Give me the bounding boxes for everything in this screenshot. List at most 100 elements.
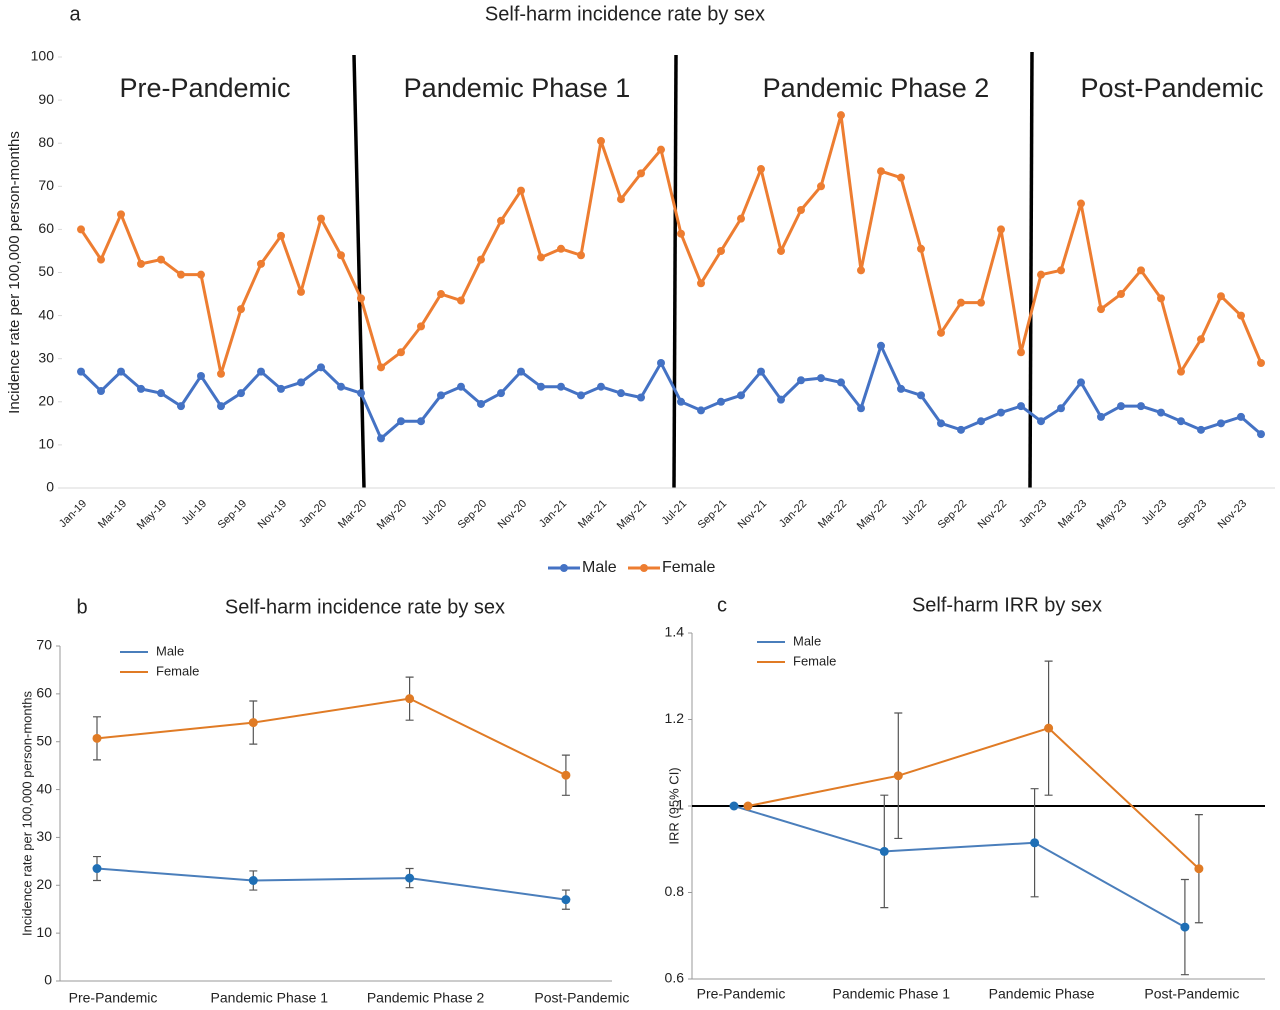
data-point [405,694,415,704]
data-point [997,408,1005,417]
data-point [117,367,125,376]
data-point [617,195,625,204]
data-point [897,384,905,393]
data-point [377,363,385,372]
data-point [248,876,258,885]
data-point [277,384,285,393]
data-point [597,137,605,146]
legend-label: Male [156,643,184,658]
data-point [817,182,825,191]
data-point [1157,408,1165,417]
legend-label: Female [793,653,836,668]
series-line [733,805,1186,928]
data-point [957,298,965,307]
x-tick-label: Pandemic Phase 2 [367,990,485,1006]
data-point [1237,311,1245,320]
y-tick-label: 80 [38,134,54,150]
data-point [497,216,505,225]
y-tick-label: 70 [36,637,52,653]
data-point [297,378,305,387]
data-point [177,270,185,279]
y-axis-label: IRR (95% CI) [666,767,681,844]
data-point [377,434,385,443]
data-point [857,266,865,275]
data-point [797,206,805,215]
data-point [92,864,102,874]
legend-marker [560,564,568,572]
data-point [97,255,105,264]
data-point [977,417,985,426]
data-point [737,214,745,223]
data-point [743,801,753,811]
data-point [217,402,225,411]
data-point [877,167,885,176]
panel-label: b [76,596,87,618]
phase-divider [1028,51,1034,489]
data-point [997,225,1005,234]
data-point [657,145,665,154]
data-point [917,391,925,400]
y-tick-label: 10 [36,924,52,940]
data-point [297,287,305,296]
data-point [1194,864,1204,874]
x-tick-label: Pandemic Phase 1 [211,990,329,1006]
data-point [517,367,525,376]
data-point [697,279,705,288]
panel-label: c [717,594,727,616]
data-point [557,382,565,391]
data-point [817,374,825,383]
legend-label: Male [793,633,821,648]
data-point [248,718,258,728]
data-point [937,328,945,337]
data-point [237,389,245,398]
data-point [837,378,845,387]
data-point [877,341,885,350]
data-point [897,173,905,182]
data-point [1117,402,1125,411]
y-tick-label: 20 [36,876,52,892]
phase-divider [672,54,678,489]
data-point [1077,378,1085,387]
data-point [837,111,845,120]
data-point [697,406,705,415]
data-point [777,246,785,255]
data-point [1037,270,1045,279]
data-point [477,255,485,264]
data-point [597,382,605,391]
data-point [217,369,225,378]
data-point [417,417,425,426]
data-point [92,733,102,743]
y-tick-label: 30 [38,349,54,365]
data-point [1137,402,1145,411]
data-point [561,895,571,905]
legend-marker [640,564,648,572]
data-point [737,391,745,400]
series-line [79,344,1262,440]
data-point [337,251,345,260]
x-tick-label: Pandemic Phase 1 [833,986,951,1002]
data-point [497,389,505,398]
series-line [747,727,1200,870]
data-point [1197,425,1205,434]
data-point [537,253,545,262]
data-point [77,367,85,376]
data-point [137,259,145,268]
y-tick-label: 100 [31,48,55,64]
phase-label: Pre-Pandemic [119,73,290,103]
data-point [137,384,145,393]
data-point [117,210,125,219]
data-point [717,397,725,406]
panel-label: a [69,3,81,25]
data-point [157,389,165,398]
chart-title: Self-harm incidence rate by sex [485,3,765,25]
y-tick-label: 60 [36,685,52,701]
y-tick-label: 0 [44,972,52,988]
data-point [157,255,165,264]
y-tick-label: 40 [36,780,52,796]
data-point [317,214,325,223]
y-tick-label: 50 [36,732,52,748]
data-point [1044,723,1054,733]
y-tick-label: 40 [38,306,54,322]
data-point [1257,430,1265,439]
